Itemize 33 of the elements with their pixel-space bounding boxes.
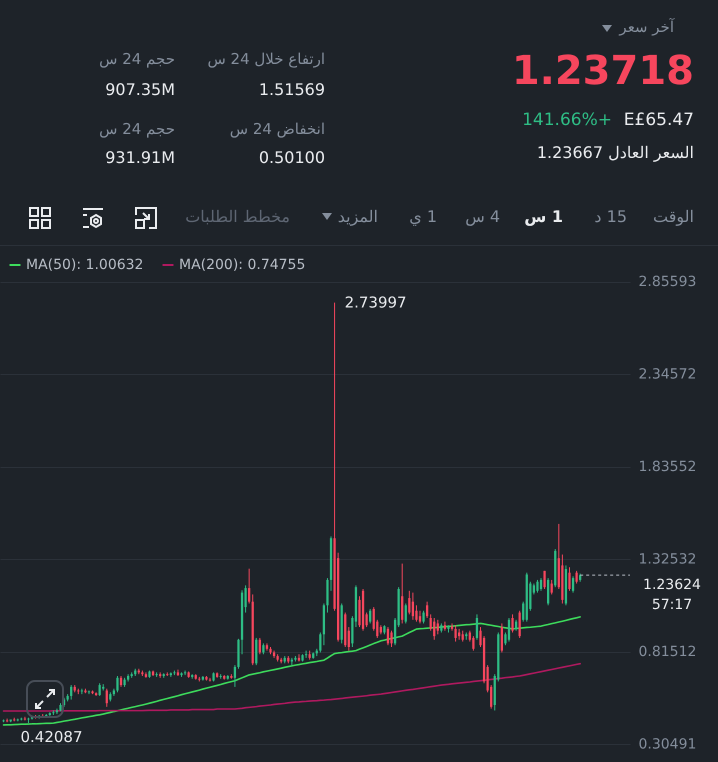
y-tick-label: 2.85593	[638, 274, 696, 290]
y-tick-label: 2.34572	[638, 366, 696, 383]
legend-label: MA(200): 0.74755	[179, 257, 306, 273]
text: 15 د	[594, 207, 627, 226]
ref-line-label: 1.23624 57:17	[643, 577, 702, 614]
text: آخر سعر	[619, 18, 674, 36]
line-series	[2, 616, 581, 726]
text: +141.66%	[522, 110, 612, 130]
text: ارتفاع خلال 24 س	[207, 50, 325, 68]
legend-label: MA(50): 1.00632	[26, 257, 144, 273]
y-tick-label: 0.81512	[638, 644, 696, 660]
line-series	[2, 662, 581, 712]
annotation: 2.73997	[344, 294, 407, 312]
text: المزيد	[338, 207, 378, 226]
text: 0.50100	[258, 148, 325, 167]
text: 907.35M	[105, 80, 175, 99]
text: 931.91M	[105, 148, 175, 167]
text: حجم 24 س	[99, 50, 175, 68]
text: انخفاض 24 س	[230, 120, 325, 138]
text: 1 ي	[409, 207, 437, 226]
annotation: 0.42087	[20, 728, 83, 746]
text: حجم 24 س	[99, 120, 175, 138]
text: 1.51569	[258, 80, 325, 99]
text: 4 س	[465, 207, 500, 226]
text: 1.23718	[512, 48, 694, 94]
text: E£65.47	[624, 110, 694, 130]
text: 1 س	[524, 207, 563, 226]
y-tick-label: 1.83552	[638, 459, 696, 476]
y-tick-label: 1.32532	[638, 552, 696, 568]
text: الوقت	[653, 207, 694, 226]
text: السعر العادل 1.23667	[536, 143, 694, 162]
y-tick-label: 0.30491	[638, 736, 696, 752]
text: مخطط الطلبات	[185, 207, 290, 226]
